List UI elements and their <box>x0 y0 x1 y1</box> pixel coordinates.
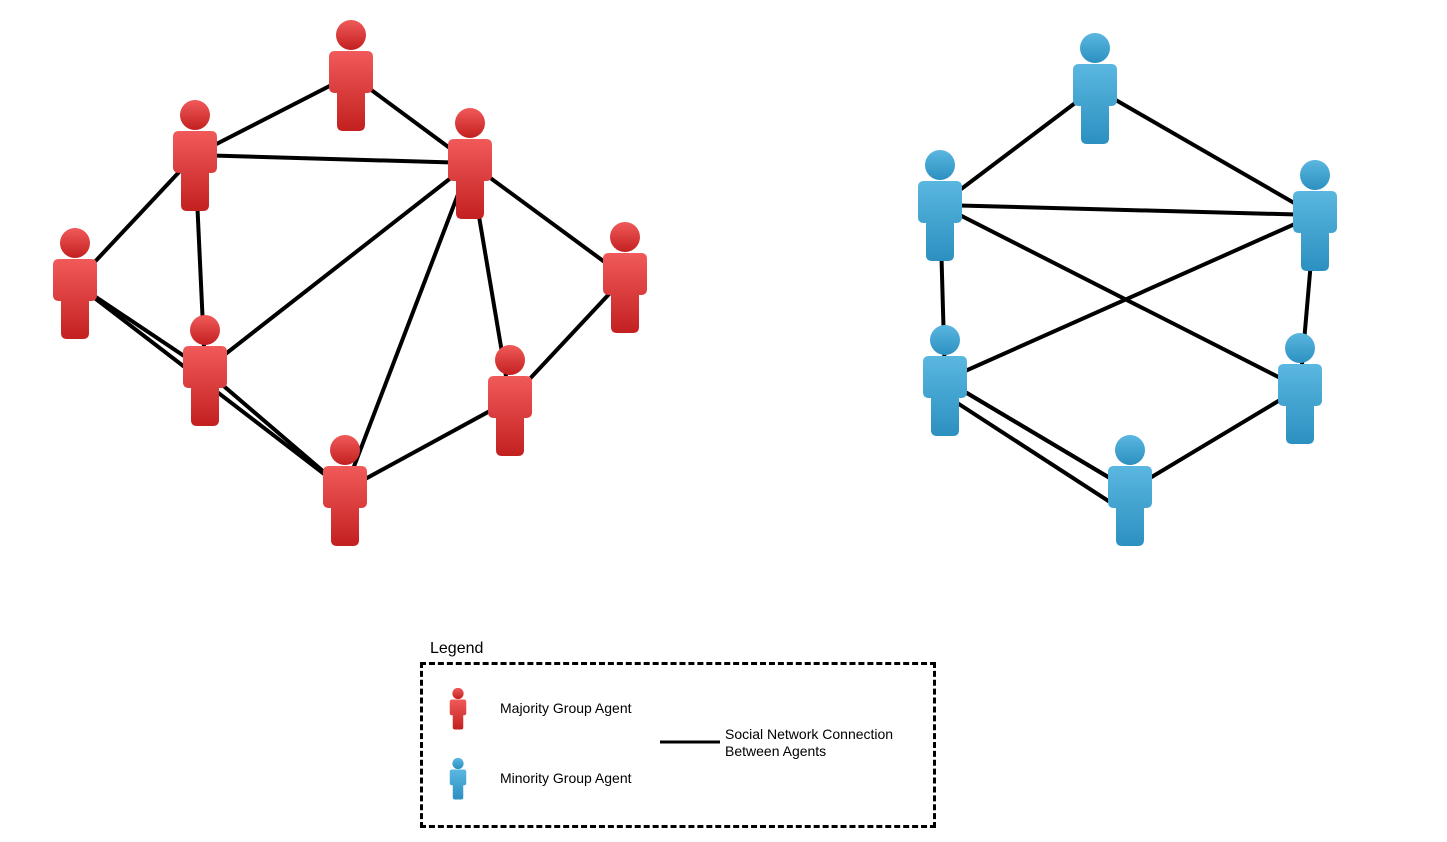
majority-agent-icon <box>443 686 473 731</box>
minority-agent-node <box>1090 430 1170 550</box>
minority-agent-icon <box>443 756 473 801</box>
diagram-canvas: Legend Majority Group Agent Minority Gro… <box>0 0 1447 842</box>
legend-minority-label: Minority Group Agent <box>500 770 632 787</box>
majority-agent-node <box>430 103 510 223</box>
majority-agent-node <box>305 430 385 550</box>
majority-agent-node <box>35 223 115 343</box>
minority-agent-node <box>900 145 980 265</box>
minority-agent-node <box>905 320 985 440</box>
minority-agent-node <box>1260 328 1340 448</box>
majority-agent-node <box>165 310 245 430</box>
legend-connection-label: Social Network Connection Between Agents <box>725 726 893 760</box>
network-edge <box>940 205 1315 215</box>
minority-agent-node <box>1055 28 1135 148</box>
majority-agent-node <box>470 340 550 460</box>
legend-title: Legend <box>430 640 483 658</box>
legend-connection-label-line1: Social Network Connection <box>725 726 893 742</box>
network-edge <box>940 205 1300 388</box>
majority-agent-node <box>585 217 665 337</box>
legend-connection-label-line2: Between Agents <box>725 743 826 759</box>
majority-agent-node <box>155 95 235 215</box>
minority-agent-node <box>1275 155 1355 275</box>
majority-agent-node <box>311 15 391 135</box>
legend-majority-label: Majority Group Agent <box>500 700 632 717</box>
network-edge <box>195 155 470 163</box>
